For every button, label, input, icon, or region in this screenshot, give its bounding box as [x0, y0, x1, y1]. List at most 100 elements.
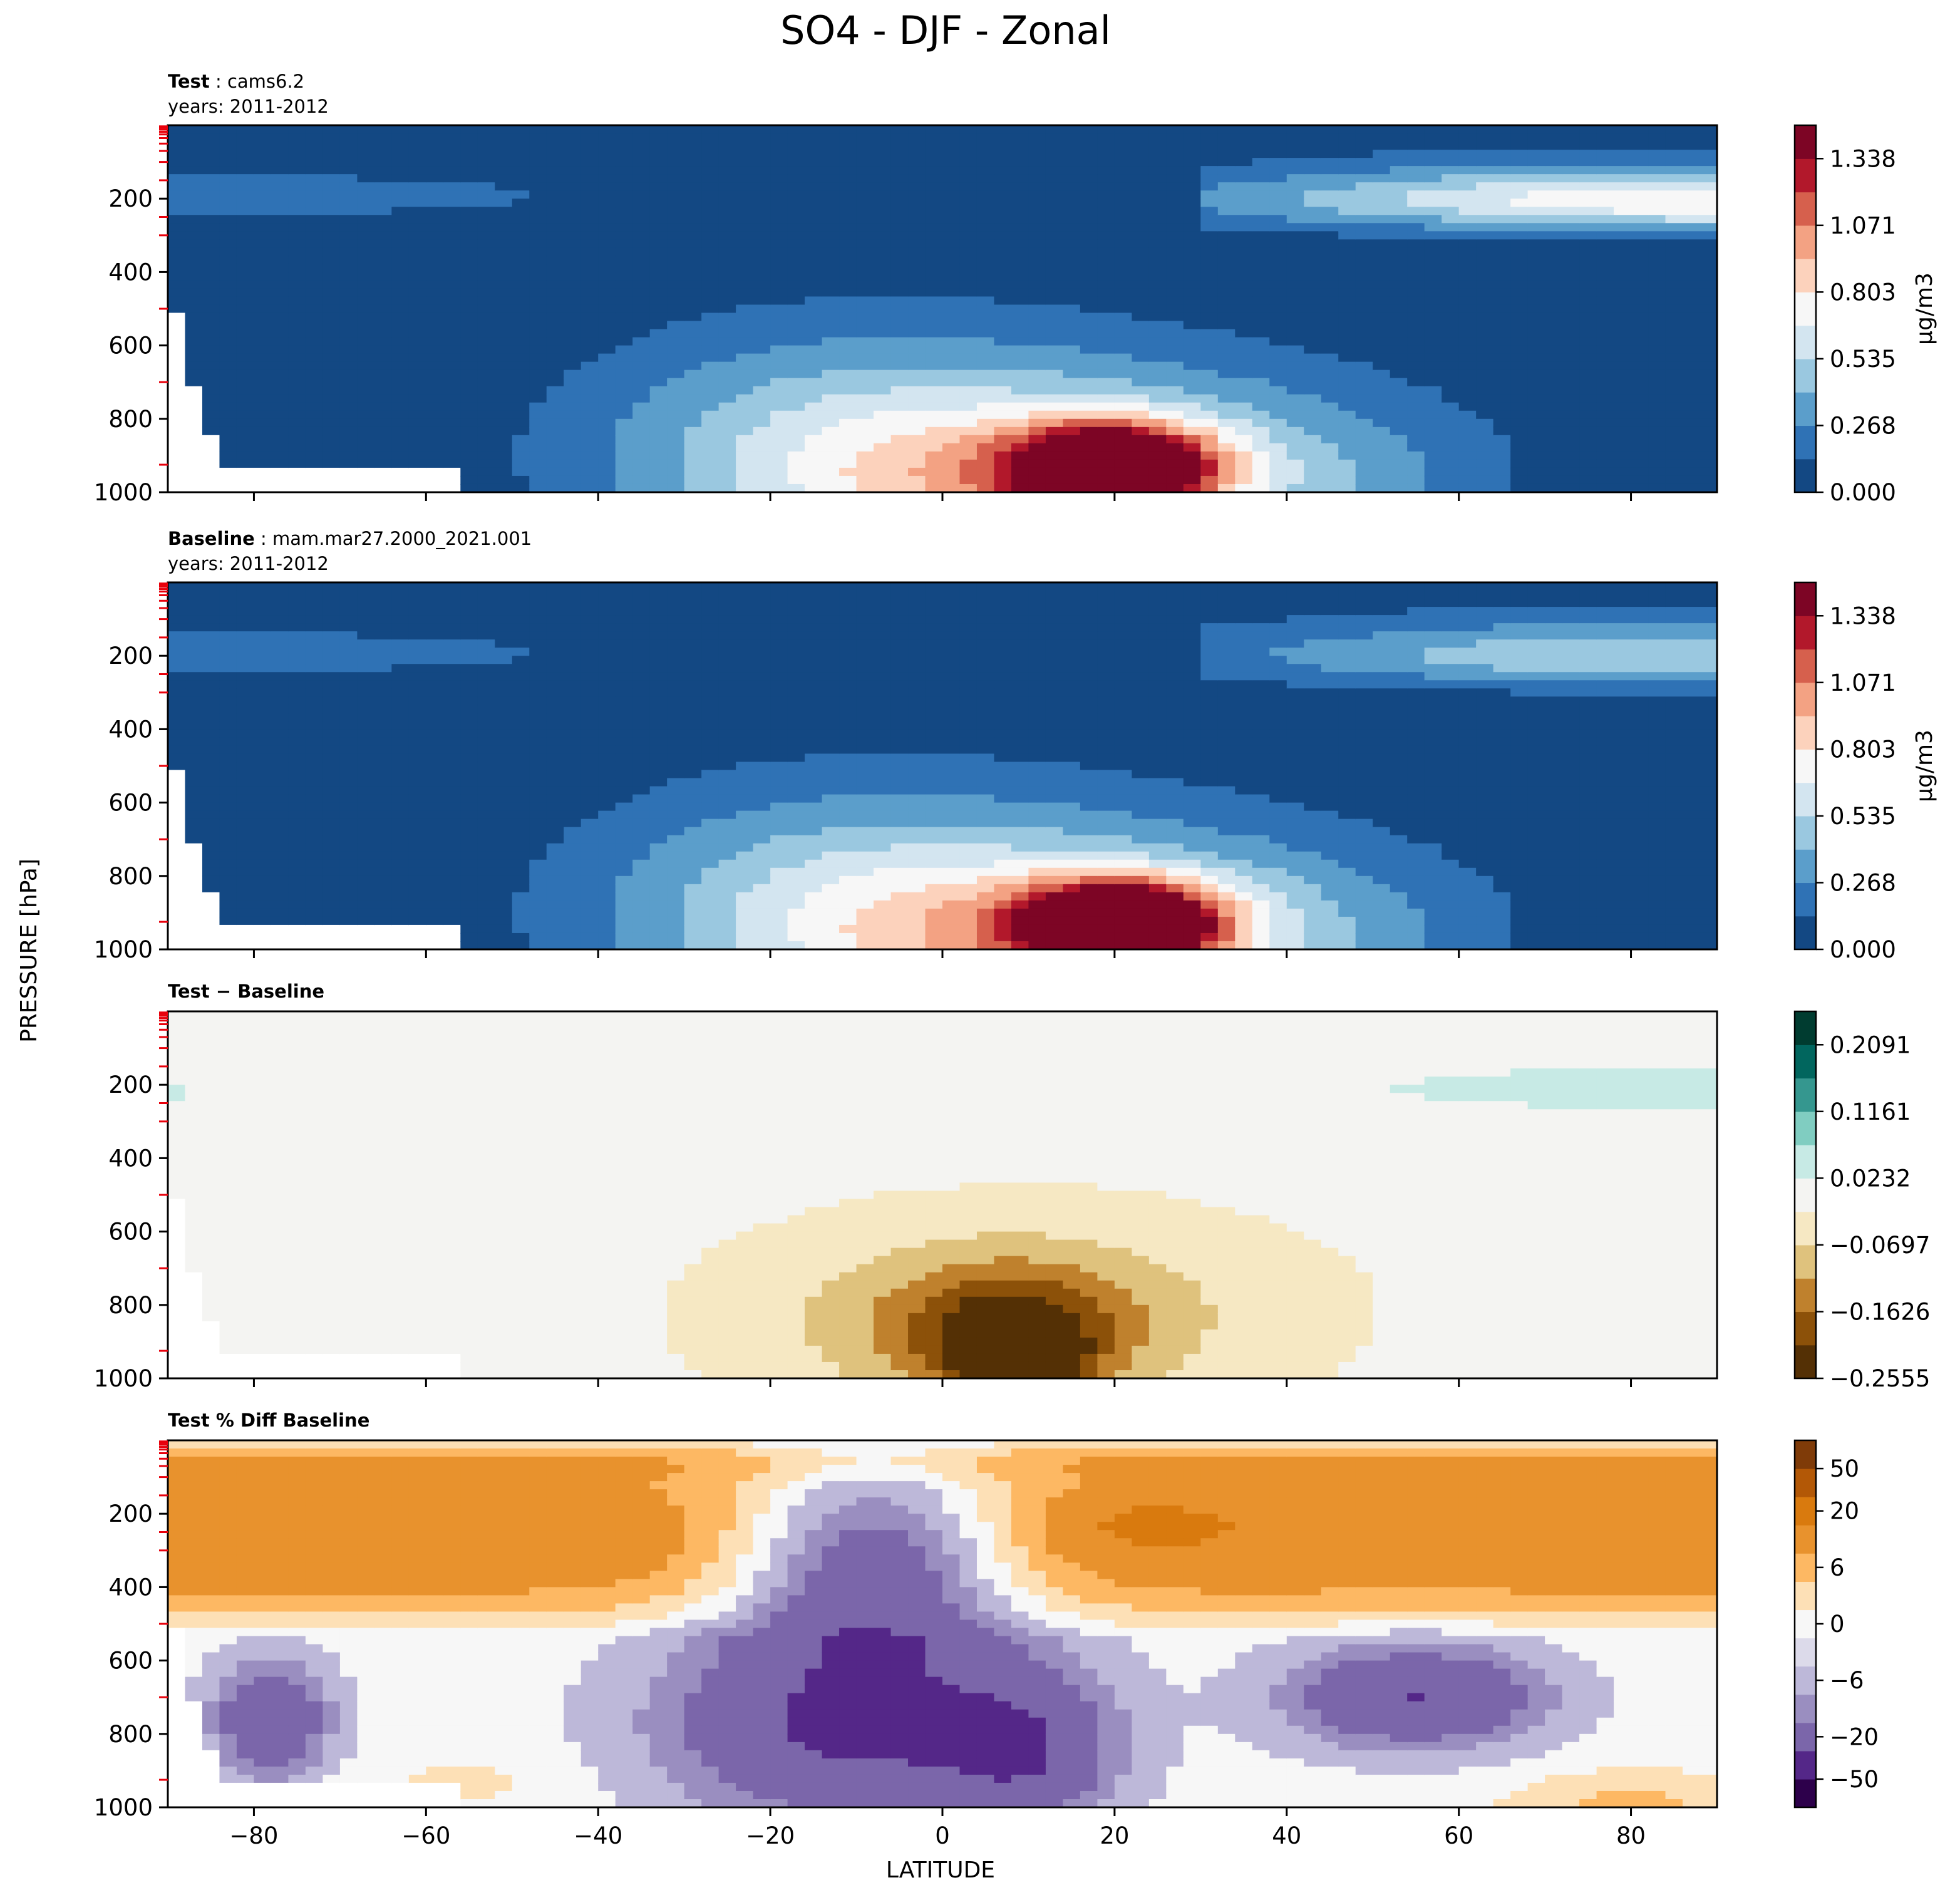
x-tick-label: 20	[1100, 1822, 1129, 1849]
colorbar-tick-label: 0.000	[1830, 479, 1896, 506]
colorbar-tick-label: 0.268	[1830, 412, 1896, 439]
colorbar-segment	[1795, 782, 1816, 817]
colorbar: −50 −20 −6 0 6 20 50	[1793, 1439, 1879, 1809]
colorbar-tick-label: 0.803	[1830, 736, 1896, 763]
colorbar-segment	[1795, 1553, 1816, 1582]
colorbar-segment	[1795, 425, 1816, 460]
colorbar-segment	[1795, 616, 1816, 650]
colorbar-segment	[1795, 1694, 1816, 1723]
colorbar-segment	[1795, 1750, 1816, 1780]
colorbar-segment	[1795, 1078, 1816, 1112]
y-tick-label: 1000	[94, 1365, 153, 1392]
colorbar-segment	[1795, 325, 1816, 359]
panel-title: Baseline : mam.mar27.2000_2021.001	[168, 528, 532, 549]
colorbar-segment	[1795, 749, 1816, 783]
panel-baseline: Baseline : mam.mar27.2000_2021.001 years:…	[94, 528, 1937, 963]
colorbar-label: μg/m3	[1912, 272, 1937, 345]
colorbar-segment	[1795, 582, 1816, 616]
panel-title-bold: Test − Baseline	[168, 981, 324, 1002]
x-tick-label: 80	[1616, 1822, 1646, 1849]
colorbar-tick-label: −0.0697	[1830, 1232, 1930, 1259]
heatmap-cells	[168, 1440, 1718, 1808]
colorbar-segment	[1795, 1638, 1816, 1667]
heatmap-cells	[168, 125, 1718, 493]
colorbar-segment	[1795, 1345, 1816, 1379]
y-tick-label: 800	[108, 863, 153, 890]
colorbar-tick-label: 1.071	[1830, 669, 1896, 696]
y-tick-label: 200	[108, 185, 153, 212]
y-tick-label: 1000	[94, 936, 153, 963]
x-tick-label: 40	[1272, 1822, 1301, 1849]
y-tick-label: 800	[108, 1292, 153, 1319]
colorbar-segment	[1795, 1722, 1816, 1752]
colorbar-tick-label: −6	[1830, 1667, 1864, 1694]
colorbar-tick-label: 1.338	[1830, 602, 1896, 629]
colorbar-label: μg/m3	[1912, 730, 1937, 802]
panel-title-bold: Test	[168, 71, 210, 92]
panel-title-text: : mam.mar27.2000_2021.001	[255, 528, 532, 549]
panel-percent_difference: Test % Diff Baseline2004006008001000−80−…	[94, 1410, 1879, 1849]
colorbar-segment	[1795, 1178, 1816, 1212]
colorbar-tick-label: 50	[1830, 1455, 1859, 1482]
x-tick-label: 60	[1444, 1822, 1473, 1849]
heatmap-cells	[168, 1011, 1718, 1379]
colorbar-tick-label: 0	[1830, 1611, 1845, 1638]
colorbar-segment	[1795, 1469, 1816, 1497]
colorbar-tick-label: 0.803	[1830, 279, 1896, 306]
colorbar-tick-label: 1.071	[1830, 212, 1896, 239]
colorbar-segment	[1795, 682, 1816, 716]
y-tick-label: 800	[108, 406, 153, 433]
colorbar-segment	[1795, 882, 1816, 917]
colorbar-tick-label: 0.1161	[1830, 1098, 1911, 1125]
colorbar-segment	[1795, 259, 1816, 292]
y-axis-label: PRESSURE [hPa]	[16, 859, 42, 1043]
colorbar-segment	[1795, 392, 1816, 426]
y-tick-label: 800	[108, 1721, 153, 1748]
colorbar-segment	[1795, 1011, 1816, 1045]
y-tick-label: 600	[108, 1219, 153, 1246]
panel-title-bold: Baseline	[168, 528, 255, 549]
y-tick-label: 400	[108, 259, 153, 286]
colorbar-tick-label: 0.000	[1830, 936, 1896, 963]
colorbar-segment	[1795, 1497, 1816, 1526]
colorbar-segment	[1795, 1581, 1816, 1611]
colorbar-segment	[1795, 1145, 1816, 1179]
colorbar-segment	[1795, 1244, 1816, 1279]
x-tick-label: −60	[401, 1822, 450, 1849]
colorbar-segment	[1795, 292, 1816, 326]
y-tick-label: 1000	[94, 1794, 153, 1821]
x-tick-label: −80	[229, 1822, 278, 1849]
y-tick-label: 600	[108, 790, 153, 817]
colorbar-segment	[1795, 815, 1816, 850]
colorbar-tick-label: −50	[1830, 1766, 1879, 1793]
colorbar-segment	[1795, 1278, 1816, 1313]
x-tick-label: 0	[935, 1822, 950, 1849]
colorbar-tick-label: 1.338	[1830, 145, 1896, 172]
y-tick-label: 400	[108, 1574, 153, 1601]
colorbar-tick-label: 0.535	[1830, 803, 1896, 830]
x-axis-label: LATITUDE	[886, 1857, 995, 1883]
model-level-ticks	[159, 125, 168, 466]
colorbar-segment	[1795, 458, 1816, 493]
colorbar-segment	[1795, 1045, 1816, 1079]
colorbar-segment	[1795, 225, 1816, 259]
panel-title-text: : cams6.2	[210, 71, 304, 92]
colorbar-tick-label: 6	[1830, 1554, 1845, 1581]
y-tick-label: 600	[108, 333, 153, 359]
panel-subtitle: years: 2011-2012	[168, 96, 329, 117]
y-tick-label: 600	[108, 1648, 153, 1675]
panel-title: Test % Diff Baseline	[168, 1410, 369, 1431]
colorbar-segment	[1795, 1525, 1816, 1554]
y-tick-label: 400	[108, 716, 153, 743]
colorbar-tick-label: 0.268	[1830, 869, 1896, 896]
panel-title-bold: Test % Diff Baseline	[168, 1410, 369, 1431]
colorbar-segment	[1795, 1311, 1816, 1346]
colorbar-segment	[1795, 1609, 1816, 1639]
colorbar-segment	[1795, 716, 1816, 750]
colorbar-segment	[1795, 1779, 1816, 1808]
colorbar-tick-label: −0.2555	[1830, 1365, 1930, 1392]
y-tick-label: 400	[108, 1145, 153, 1172]
